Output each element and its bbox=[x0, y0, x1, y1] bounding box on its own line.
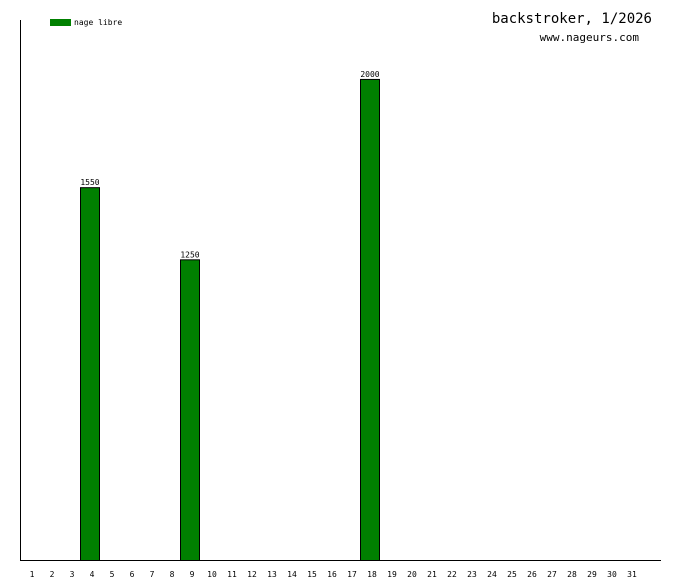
x-tick-label: 31 bbox=[627, 570, 637, 579]
data-label: 2000 bbox=[360, 70, 379, 79]
x-tick-label: 6 bbox=[130, 570, 135, 579]
x-tick-label: 28 bbox=[567, 570, 577, 579]
x-tick-label: 4 bbox=[90, 570, 95, 579]
x-tick-label: 15 bbox=[307, 570, 317, 579]
legend-label: nage libre bbox=[74, 18, 122, 27]
x-tick-label: 10 bbox=[207, 570, 217, 579]
x-tick-label: 9 bbox=[190, 570, 195, 579]
x-tick-label: 18 bbox=[367, 570, 377, 579]
x-tick-label: 25 bbox=[507, 570, 517, 579]
chart-subtitle: www.nageurs.com bbox=[540, 31, 640, 44]
x-tick-label: 8 bbox=[170, 570, 175, 579]
x-tick-label: 22 bbox=[447, 570, 457, 579]
x-tick-label: 27 bbox=[547, 570, 557, 579]
bar bbox=[360, 78, 380, 561]
x-tick-label: 29 bbox=[587, 570, 597, 579]
x-tick-label: 20 bbox=[407, 570, 417, 579]
x-tick-label: 21 bbox=[427, 570, 437, 579]
x-tick-label: 12 bbox=[247, 570, 257, 579]
x-tick-label: 3 bbox=[70, 570, 75, 579]
x-tick-label: 24 bbox=[487, 570, 497, 579]
x-tick-label: 17 bbox=[347, 570, 357, 579]
bar bbox=[180, 259, 200, 561]
x-tick-label: 19 bbox=[387, 570, 397, 579]
data-label: 1550 bbox=[80, 178, 99, 187]
legend-swatch bbox=[50, 19, 71, 26]
x-tick-label: 16 bbox=[327, 570, 337, 579]
chart-title: backstroker, 1/2026 bbox=[492, 11, 652, 27]
x-tick-label: 11 bbox=[227, 570, 237, 579]
x-tick-label: 26 bbox=[527, 570, 537, 579]
x-tick-label: 7 bbox=[150, 570, 155, 579]
x-tick-label: 1 bbox=[30, 570, 35, 579]
x-tick-label: 13 bbox=[267, 570, 277, 579]
x-tick-label: 5 bbox=[110, 570, 115, 579]
x-tick-label: 2 bbox=[50, 570, 55, 579]
x-tick-label: 14 bbox=[287, 570, 297, 579]
x-tick-label: 23 bbox=[467, 570, 477, 579]
bar bbox=[80, 187, 100, 562]
x-tick-label: 30 bbox=[607, 570, 617, 579]
data-label: 1250 bbox=[180, 250, 199, 259]
